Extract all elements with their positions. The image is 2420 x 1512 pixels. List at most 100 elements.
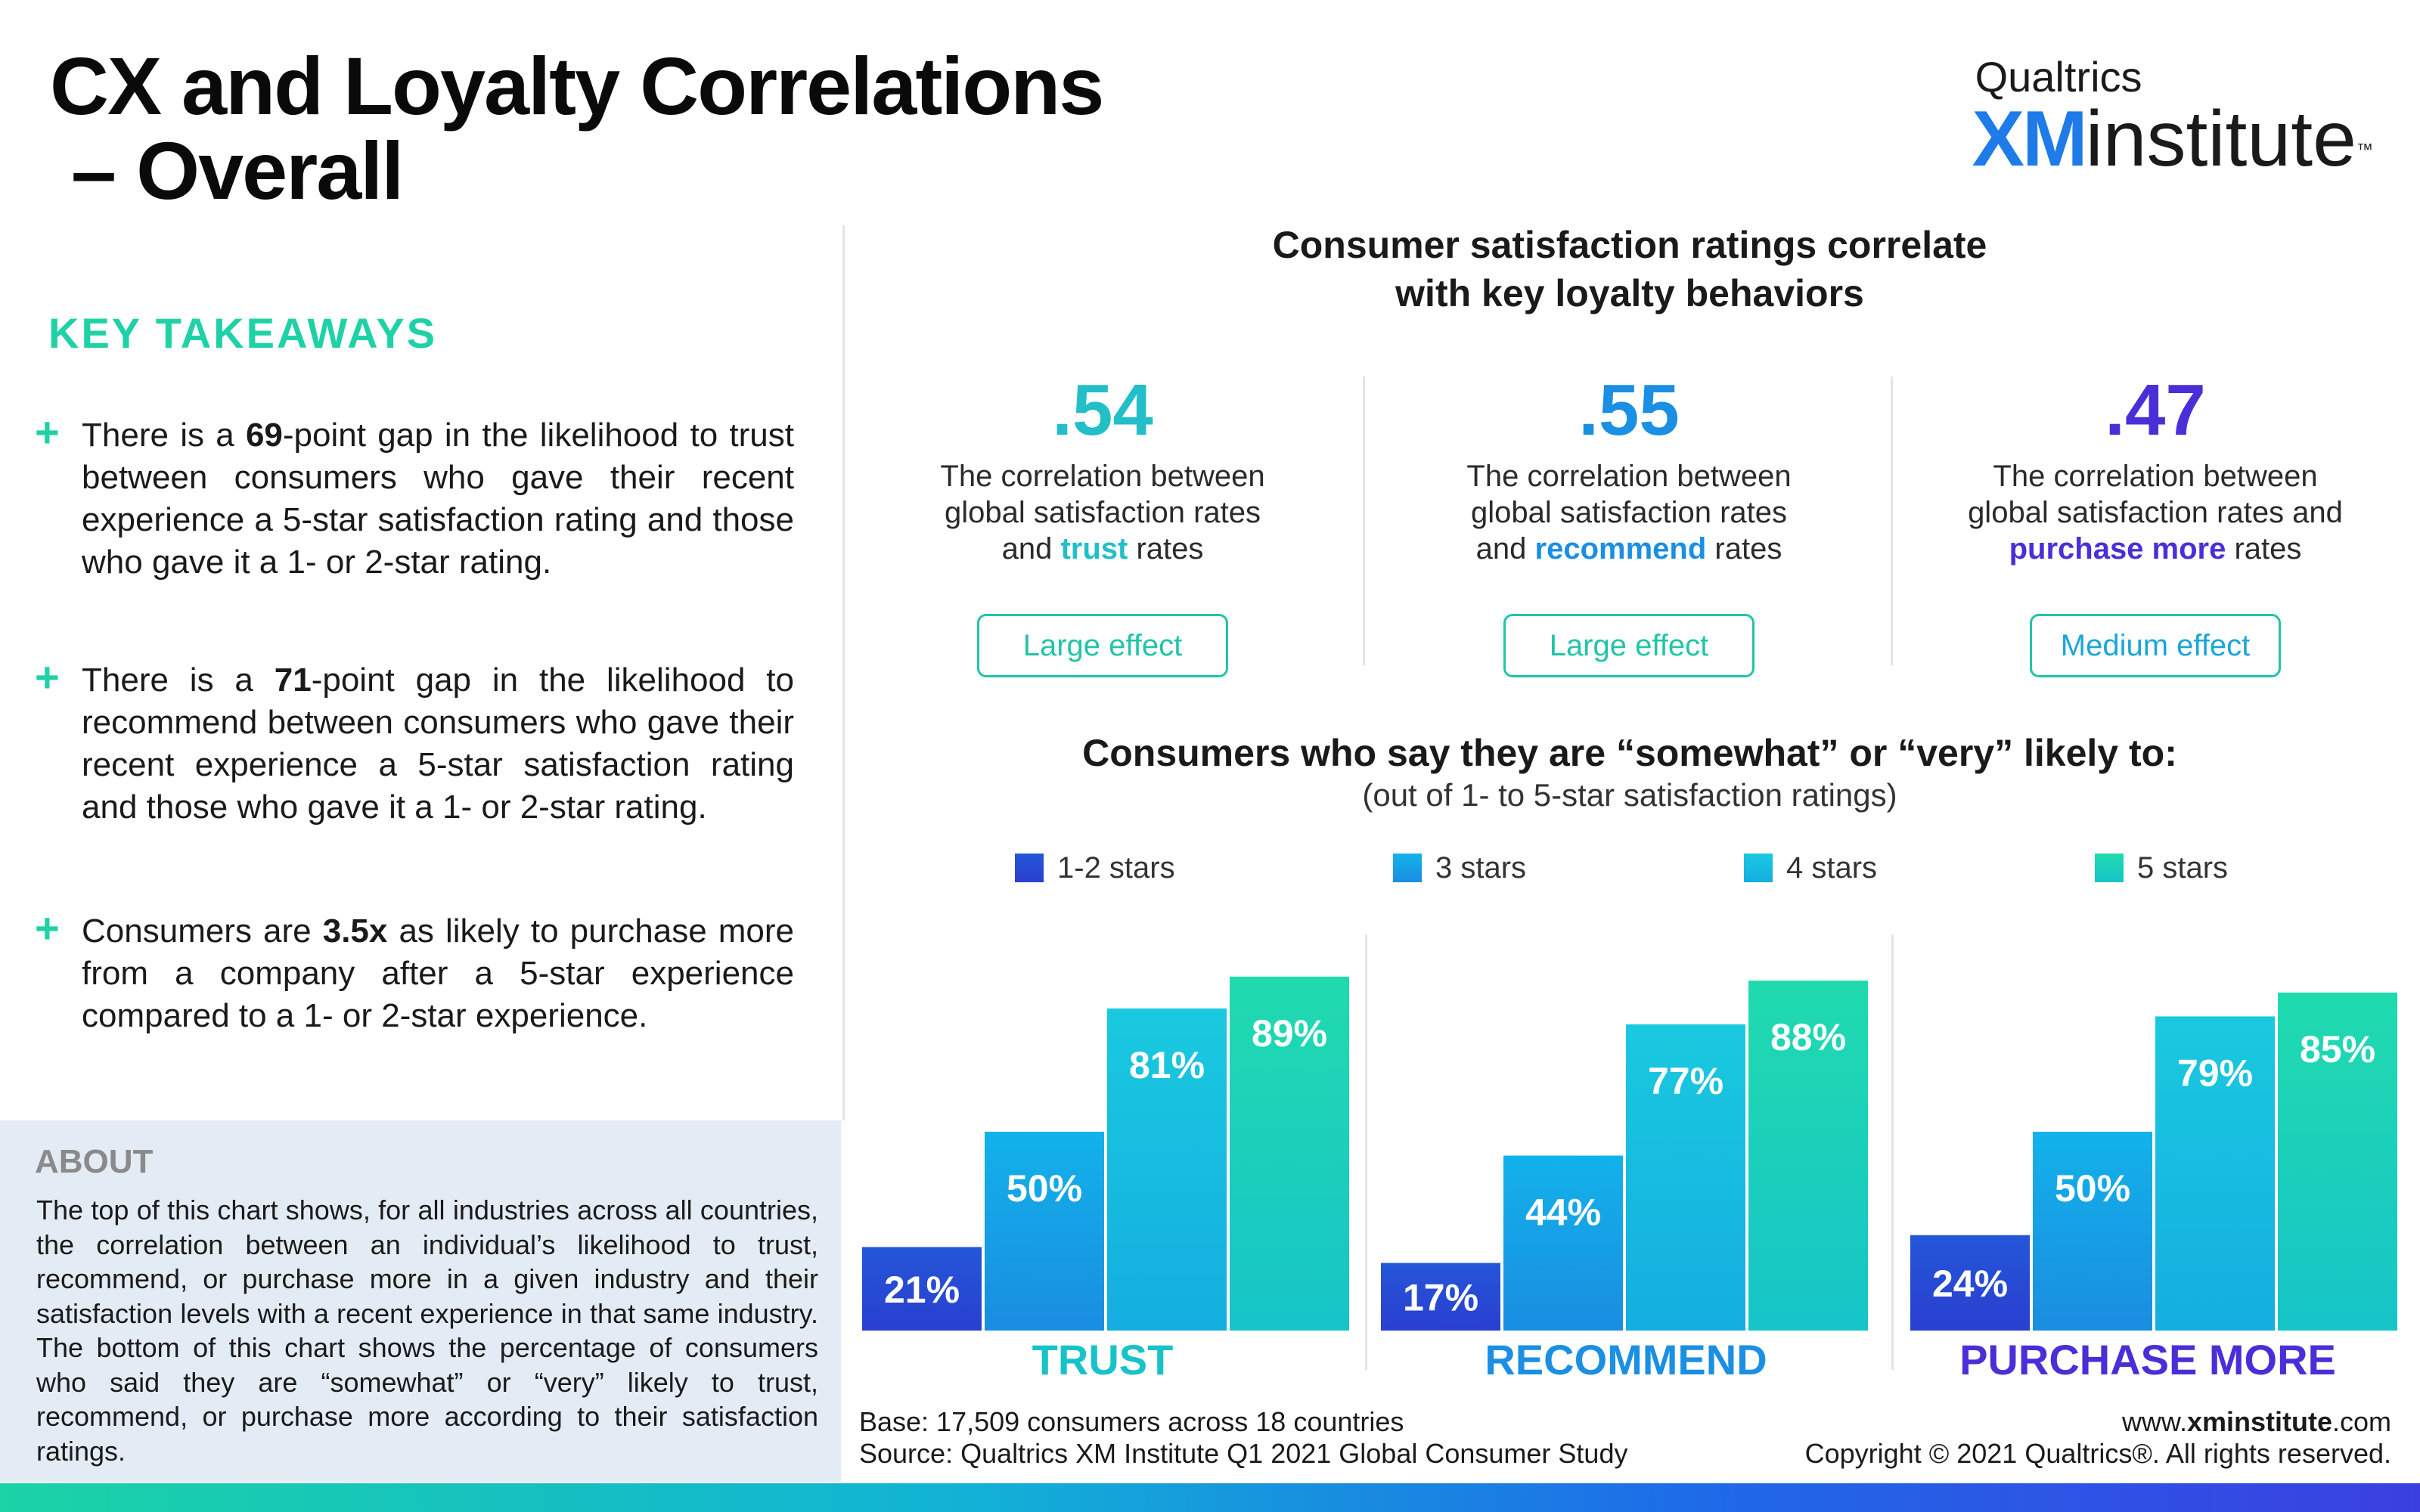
effect-badge: Large effect — [1503, 614, 1754, 677]
about-text: The top of this chart shows, for all ind… — [36, 1194, 818, 1467]
chart-title: Consumers who say they are “somewhat” or… — [1082, 732, 2177, 774]
legend-item-1-2-stars: 1-2 stars — [1015, 850, 1175, 886]
bar-value-label: 24% — [1932, 1263, 2008, 1305]
correlation-desc-line2: global satisfaction rates and — [1968, 496, 2343, 529]
bar-value-label: 81% — [1129, 1044, 1205, 1086]
plus-icon: + — [35, 904, 60, 952]
bar-value-label: 89% — [1252, 1012, 1327, 1055]
plus-icon: + — [35, 408, 60, 456]
bar-recommend-series-3 — [1748, 981, 1868, 1331]
gradient-footer-bar — [0, 1483, 2420, 1512]
takeaway-text-post: -point gap in the likelihood to trust be… — [82, 417, 794, 581]
legend-swatch — [1744, 854, 1773, 882]
takeaway-item: + There is a 69-point gap in the likelih… — [35, 408, 794, 584]
bar-trust-series-3 — [1230, 976, 1349, 1331]
correlation-card-recommend: .55 The correlation between global satis… — [1387, 369, 1871, 677]
takeaway-highlight: 69 — [245, 417, 283, 454]
bar-purchase-more-series-2 — [2155, 1016, 2275, 1331]
logo-xm: XM — [1972, 95, 2088, 183]
legend-swatch — [1015, 854, 1044, 882]
correlation-desc-line3: and trust rates — [861, 531, 1345, 567]
effect-badge: Large effect — [977, 614, 1228, 677]
bar-value-label: 17% — [1403, 1276, 1478, 1318]
bar-value-label: 85% — [2300, 1028, 2375, 1070]
bar-value-label: 50% — [2055, 1167, 2130, 1210]
legend-item-5-stars: 5 stars — [2095, 850, 2228, 886]
legend-item-4-stars: 4 stars — [1744, 850, 1877, 886]
bar-purchase-more-series-0 — [1910, 1235, 2030, 1331]
bar-trust-series-1 — [985, 1132, 1104, 1331]
correlation-value: .55 — [1578, 370, 1680, 451]
category-label-recommend: RECOMMEND — [1485, 1336, 1767, 1383]
takeaway-text-pre: Consumers are — [82, 912, 323, 950]
takeaway-text-post: as likely to purchase more from a compan… — [82, 912, 794, 1034]
bar-value-label: 50% — [1007, 1167, 1082, 1210]
bar-value-label: 77% — [1648, 1060, 1723, 1102]
bar-purchase-more-series-1 — [2033, 1132, 2152, 1331]
base-note: Base: 17,509 consumers across 18 countri… — [859, 1406, 1404, 1437]
page-title-line2: – Overall — [71, 125, 404, 216]
correlation-desc-line2: global satisfaction rates — [944, 496, 1261, 529]
legend-label: 3 stars — [1435, 851, 1527, 885]
legend-label: 1-2 stars — [1057, 851, 1175, 885]
takeaway-text: Consumers are 3.5x as likely to purchase… — [82, 910, 794, 1037]
bar-value-label: 88% — [1770, 1016, 1846, 1058]
legend-label: 5 stars — [2137, 851, 2229, 885]
takeaway-item: + Consumers are 3.5x as likely to purcha… — [35, 904, 794, 1037]
correlation-desc-post: rates — [2226, 532, 2302, 565]
legend-swatch — [2095, 854, 2124, 882]
bar-trust-series-2 — [1107, 1008, 1227, 1331]
bar-recommend-series-0 — [1381, 1263, 1500, 1331]
bar-purchase-more-series-3 — [2278, 992, 2397, 1331]
correlation-value: .54 — [1052, 370, 1153, 451]
correlation-desc-post: rates — [1706, 532, 1782, 565]
correlation-value: .47 — [2105, 370, 2206, 451]
correlation-card-trust: .54 The correlation between global satis… — [861, 369, 1345, 677]
plus-icon: + — [35, 653, 60, 701]
page-title: CX and Loyalty Correlations – Overall — [50, 44, 1104, 216]
correlation-desc-pre: and — [1475, 532, 1535, 565]
effect-badge: Medium effect — [2030, 614, 2281, 677]
correlation-desc-line1: The correlation between — [1466, 460, 1792, 493]
category-label-trust: TRUST — [1032, 1336, 1174, 1383]
correlation-keyword: recommend — [1534, 532, 1707, 565]
correlation-desc-line3: purchase more rates — [1913, 531, 2397, 567]
copyright-block: www.xminstitute.com Copyright © 2021 Qua… — [1805, 1406, 2391, 1470]
takeaway-text-pre: There is a — [82, 662, 275, 699]
correlation-desc-line1: The correlation between — [1993, 460, 2318, 493]
key-takeaways-heading: KEY TAKEAWAYS — [48, 309, 438, 357]
qualtrics-xm-institute-logo: Qualtrics XMinstitute™ — [1972, 54, 2373, 179]
correlation-card-purchase-more: .47 The correlation between global satis… — [1913, 369, 2397, 677]
bar-trust-series-0 — [862, 1247, 982, 1331]
correlation-divider — [1363, 376, 1365, 665]
bar-recommend-series-1 — [1503, 1155, 1623, 1331]
correlation-desc-pre: and — [1001, 532, 1061, 565]
legend-label: 4 stars — [1786, 851, 1878, 885]
legend-swatch — [1393, 854, 1422, 882]
group-divider — [1891, 934, 1894, 1370]
correlation-description: The correlation between global satisfact… — [861, 458, 1345, 567]
takeaway-item: + There is a 71-point gap in the likelih… — [35, 653, 794, 829]
takeaway-highlight: 3.5x — [322, 912, 388, 950]
correlation-heading-line1: Consumer satisfaction ratings correlate — [1272, 224, 1987, 266]
correlation-desc-line3: and recommend rates — [1387, 531, 1871, 567]
website-link[interactable]: www.xminstitute.com — [1805, 1406, 2391, 1438]
takeaway-text-pre: There is a — [82, 417, 246, 454]
column-divider — [842, 225, 845, 1120]
correlation-heading: Consumer satisfaction ratings correlate … — [870, 221, 2390, 318]
correlation-description: The correlation between global satisfact… — [1387, 458, 1871, 567]
group-divider — [1365, 934, 1367, 1370]
about-heading: ABOUT — [35, 1143, 154, 1180]
bar-value-label: 79% — [2177, 1052, 2253, 1094]
about-panel — [0, 1120, 841, 1482]
url-pre: www. — [2121, 1406, 2187, 1437]
url-bold: xminstitute — [2186, 1406, 2332, 1437]
correlation-desc-line2: global satisfaction rates — [1470, 496, 1787, 529]
correlation-description: The correlation between global satisfact… — [1913, 458, 2397, 567]
takeaway-text: There is a 69-point gap in the likelihoo… — [82, 414, 794, 584]
correlation-keyword: purchase more — [2009, 532, 2226, 565]
takeaway-text-post: -point gap in the likelihood to recommen… — [82, 662, 794, 826]
correlation-keyword: trust — [1060, 532, 1128, 565]
correlation-divider — [1891, 376, 1893, 665]
